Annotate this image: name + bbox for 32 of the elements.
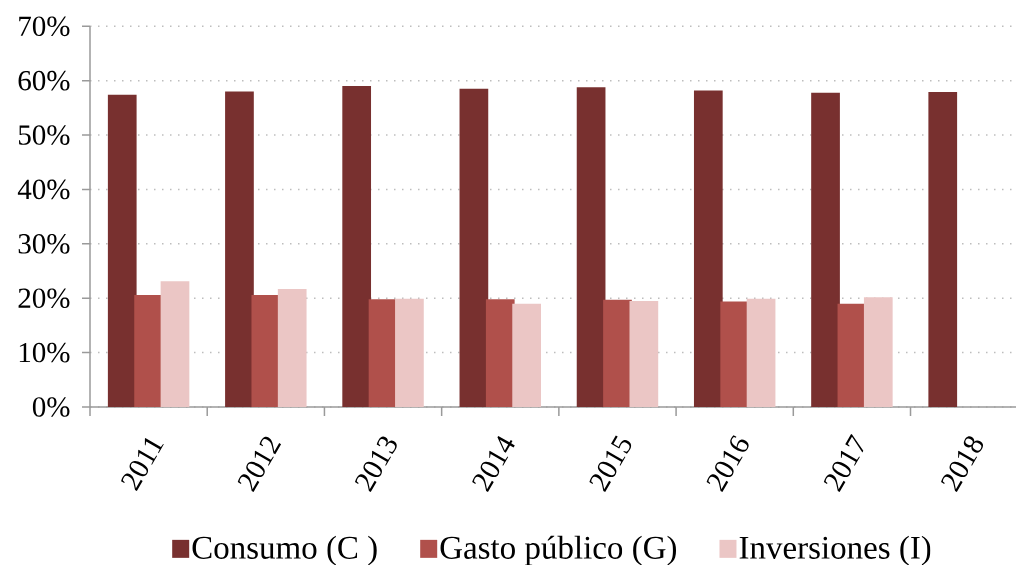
bar xyxy=(928,92,958,407)
bar xyxy=(368,299,398,407)
bar xyxy=(512,303,541,407)
bar xyxy=(863,297,893,407)
bar xyxy=(342,86,372,407)
bar xyxy=(459,88,489,407)
y-tick-label: 10% xyxy=(19,342,70,363)
bar xyxy=(134,294,163,407)
legend-label: Consumo (C ) xyxy=(192,535,377,565)
bar xyxy=(629,300,659,407)
y-tick-label: 30% xyxy=(18,234,70,254)
bar xyxy=(576,87,606,407)
y-tick-label: 50% xyxy=(18,125,70,145)
legend-label: Inversiones (I) xyxy=(739,535,931,565)
bar xyxy=(811,92,840,407)
y-tick-label: 40% xyxy=(17,179,70,200)
bar xyxy=(160,281,190,407)
bar xyxy=(693,90,723,407)
bar xyxy=(251,294,281,407)
bar xyxy=(746,298,776,407)
y-tick-label: 0% xyxy=(32,397,70,417)
y-tick-label: 60% xyxy=(18,70,70,91)
legend-label: Gasto público (G) xyxy=(440,535,677,565)
bar xyxy=(107,94,137,407)
bar xyxy=(277,288,307,407)
bar xyxy=(395,298,424,407)
y-tick-label: 20% xyxy=(18,288,70,309)
bar xyxy=(837,303,867,407)
y-tick-label: 70% xyxy=(19,16,70,37)
bar xyxy=(720,301,750,407)
bar xyxy=(225,91,254,407)
bar xyxy=(485,299,515,407)
